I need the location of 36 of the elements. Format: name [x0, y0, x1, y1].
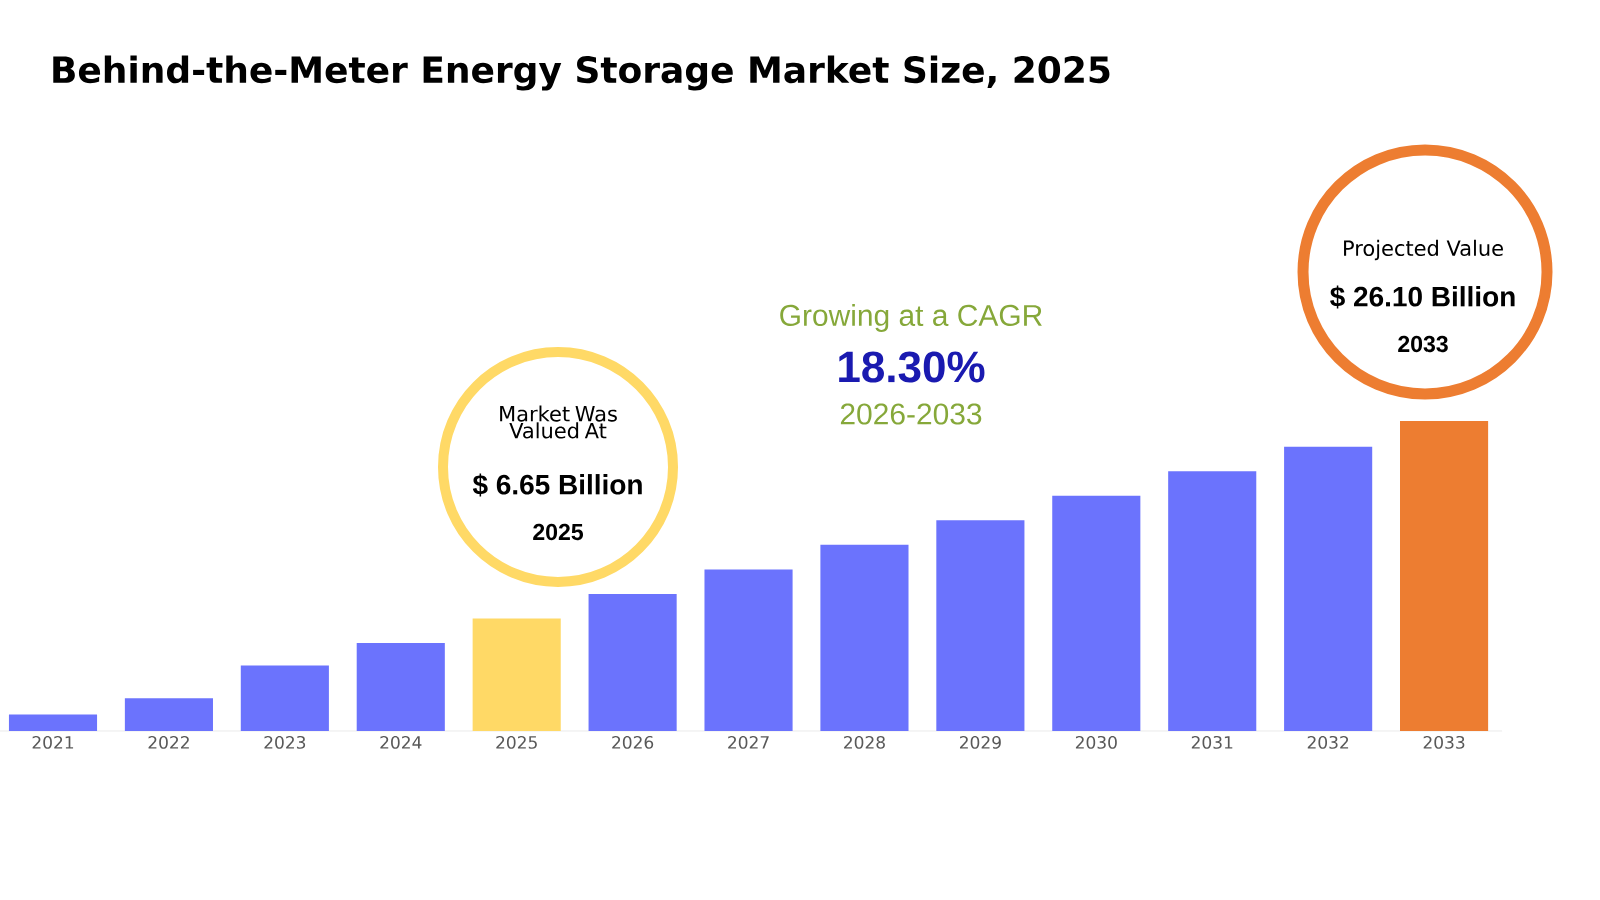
annotation: Market Was Valued At	[500, 405, 617, 439]
text: Projected Value	[1344, 239, 1503, 261]
bar	[704, 569, 793, 731]
annotation: $ 6.65 Billion	[472, 473, 642, 497]
bar	[356, 642, 445, 731]
bar	[472, 618, 561, 731]
annotation: 2025	[533, 523, 584, 541]
bar	[1284, 446, 1373, 731]
x-tick-label: 2033	[1423, 735, 1465, 749]
x-tick-label: 2021	[32, 735, 74, 749]
x-tick-label: 2026	[612, 735, 654, 749]
bar	[820, 544, 909, 731]
bar	[1052, 495, 1141, 731]
x-tick-label: 2024	[380, 735, 422, 749]
text: 18.30%	[839, 351, 985, 383]
bar	[124, 698, 213, 731]
text: 2033	[1398, 335, 1448, 353]
bar	[1400, 421, 1489, 731]
text: Growing at a CAGR	[780, 304, 1042, 332]
annotation: 2026-2033	[840, 403, 982, 425]
x-tick-label: 2032	[1307, 735, 1349, 749]
bar	[240, 665, 329, 731]
chart-title: Behind-the-Meter Energy Storage Market Size, 2025	[53, 55, 1110, 91]
x-tick-label: 2027	[728, 735, 769, 749]
x-tick-label: 2022	[148, 735, 189, 749]
bar	[588, 593, 677, 731]
x-tick-label: 2030	[1075, 735, 1117, 749]
x-tick-label: 2025	[496, 735, 537, 749]
text: $ 26.10 Billion	[1330, 285, 1515, 309]
bar	[936, 520, 1025, 731]
x-tick-label: 2023	[264, 735, 306, 749]
x-tick-label: 2031	[1191, 735, 1233, 749]
x-tick-label: 2028	[844, 735, 885, 749]
x-tick-label: 2029	[959, 735, 1001, 749]
bar	[8, 714, 98, 731]
bar	[1168, 471, 1257, 731]
